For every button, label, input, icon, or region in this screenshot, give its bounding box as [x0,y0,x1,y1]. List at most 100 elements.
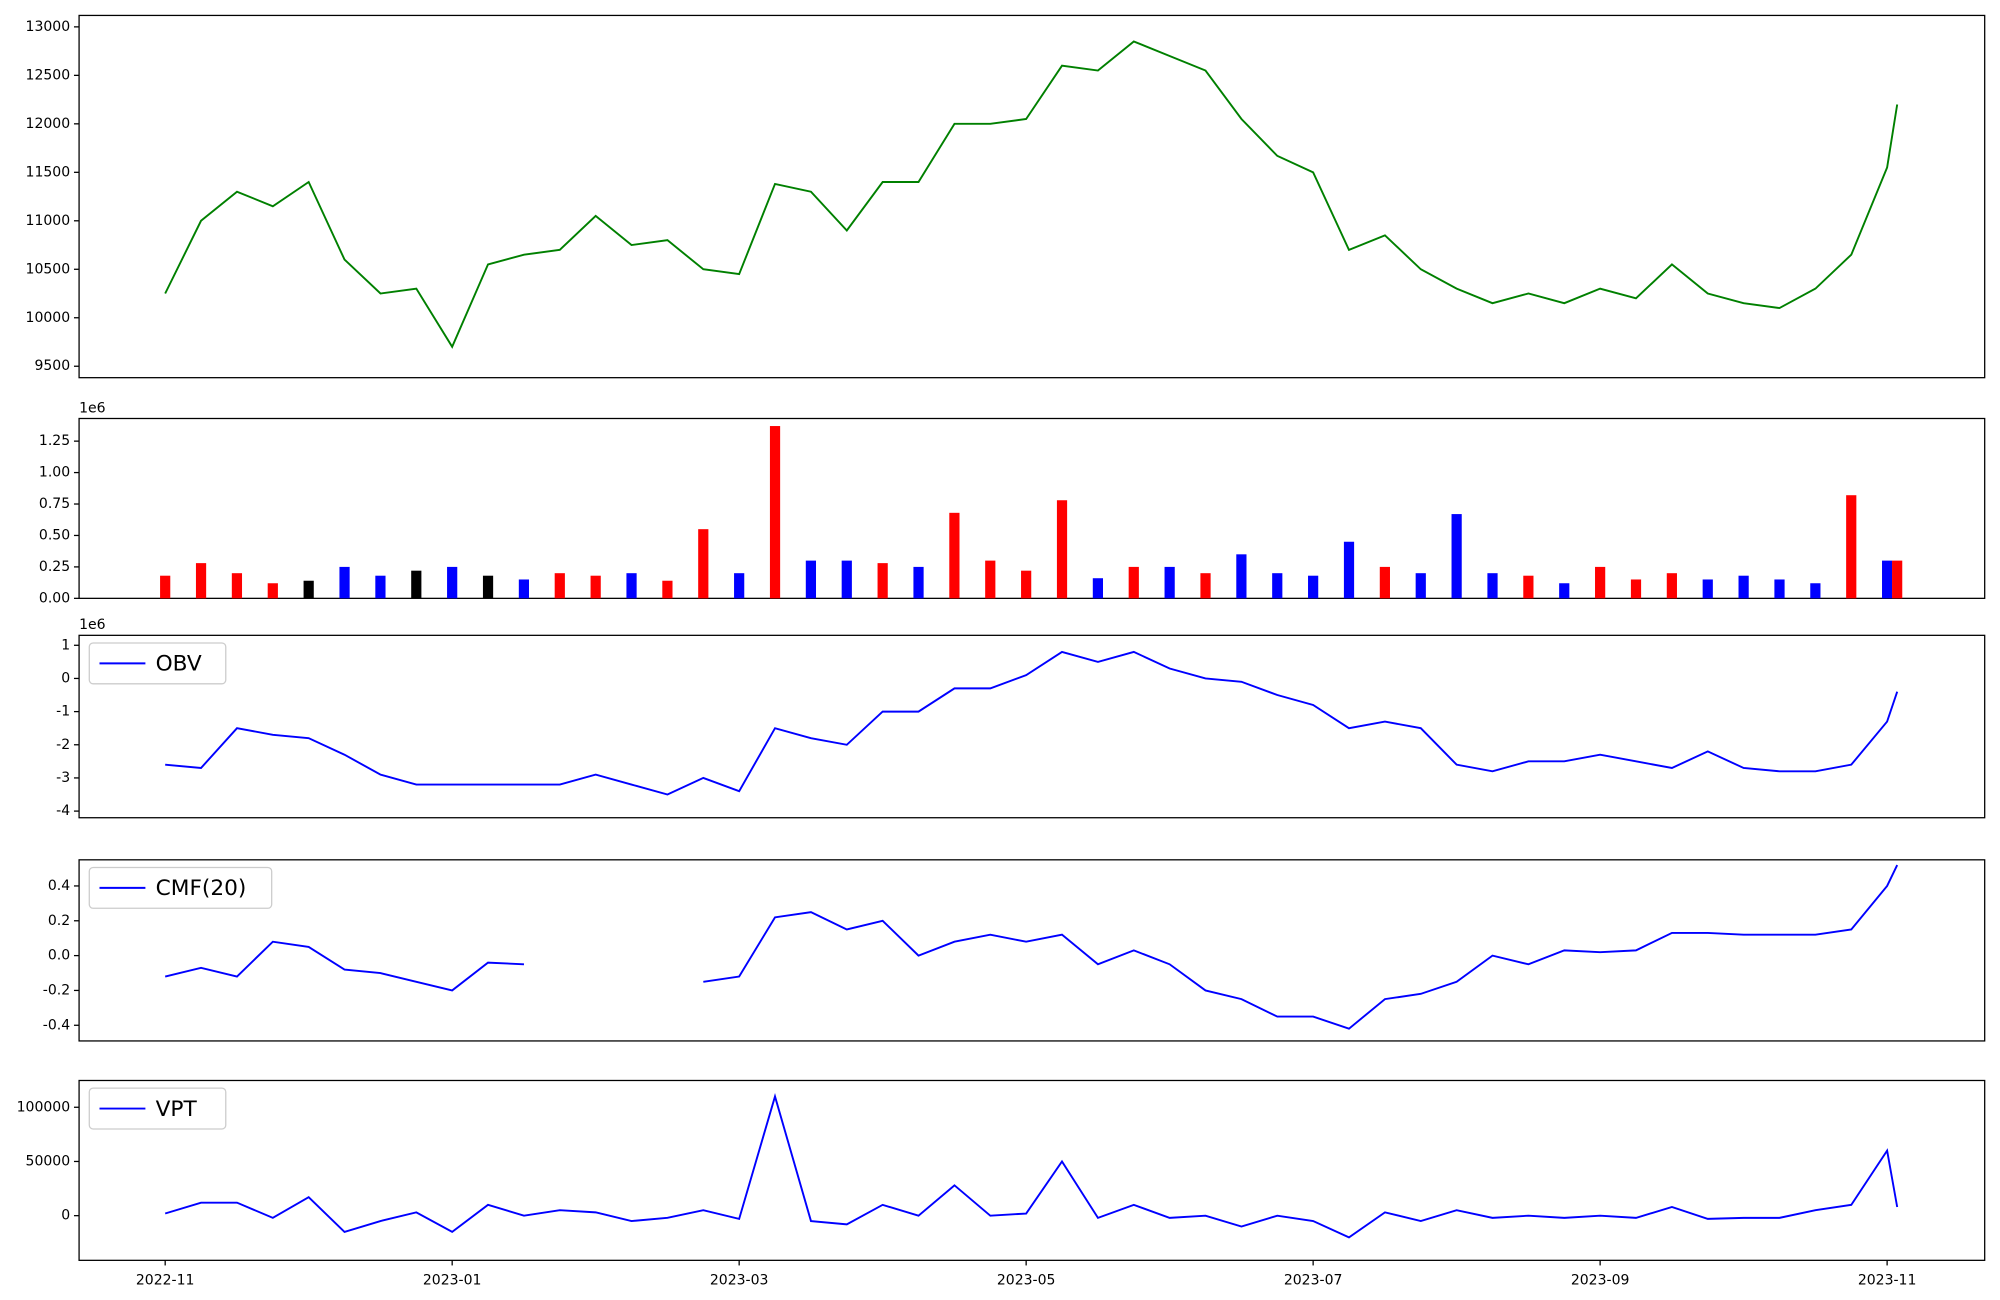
bar [554,573,565,599]
y-tick-label: 0 [61,1208,70,1224]
bar [805,560,817,599]
bar [734,573,745,599]
y-tick-label: -0.4 [43,1017,70,1033]
y-tick-label: 0.25 [39,559,70,575]
bar [1415,573,1426,599]
bar [1559,583,1570,599]
bar [411,570,422,599]
plot-frame [78,14,1986,379]
y-tick-label: -2 [56,737,70,753]
bar [1092,578,1103,599]
y-tick-label: -1 [56,704,70,720]
line [164,864,1899,1030]
x-tick-label: 2023-03 [710,1273,769,1289]
y-tick-label: 0.75 [39,496,70,512]
bar [1630,579,1642,599]
plot-frame [78,859,1986,1042]
bar [1056,500,1068,599]
y-tick-label: 0.0 [48,948,70,964]
x-tick-label: 2023-05 [997,1273,1056,1289]
bar [1738,575,1749,599]
bar [662,580,673,599]
bar [1379,566,1390,599]
bar [985,560,996,599]
bar [267,583,278,599]
y-tick-label: 0 [61,670,70,686]
x-tick-label: 2022-11 [136,1273,195,1289]
y-tick-label: 1.25 [39,433,70,449]
y-tick-label: 1.00 [39,465,70,481]
bar [231,573,243,599]
bar [1200,573,1211,599]
bar [769,426,781,599]
bar [1523,575,1534,599]
y-tick-label: 12500 [26,67,71,83]
bar [841,560,852,599]
y-tick-label: 13000 [26,19,71,35]
bar [1810,583,1821,599]
bar [1666,573,1677,599]
y-tick-label: 9500 [34,358,70,374]
y-tick-label: 1 [61,637,70,653]
x-tick-label: 2023-09 [1571,1273,1630,1289]
y-tick-label: -3 [56,770,70,786]
offset-label: 1e6 [79,617,106,633]
bar [877,563,888,599]
bar [160,575,171,599]
y-tick-label: -4 [56,803,70,819]
legend-label: VPT [156,1097,198,1122]
bar [1128,566,1139,599]
y-tick-label: 100000 [17,1099,71,1115]
bar [518,579,530,599]
bar [590,575,601,599]
bar [195,563,207,599]
bar [1343,541,1355,599]
y-tick-label: 0.4 [48,878,70,894]
bar [1774,579,1785,599]
bar [1308,575,1319,599]
bar [1272,573,1283,599]
bar [1595,566,1606,599]
x-tick-label: 2023-01 [423,1273,482,1289]
bar [447,566,458,599]
bar [1021,570,1032,599]
bar [698,529,709,599]
y-tick-label: 50000 [26,1153,71,1169]
y-tick-label: 11500 [26,164,71,180]
bar [949,512,960,599]
line [165,650,1899,796]
bar [1882,560,1893,599]
legend-box [88,642,227,685]
bar [375,575,386,599]
offset-label: 1e6 [79,400,106,416]
bar [303,580,314,599]
y-tick-label: 12000 [26,116,71,132]
bar [1702,579,1713,599]
legend-label: CMF(20) [156,876,247,901]
line [164,1093,1899,1239]
bar [482,575,494,599]
bar [1236,554,1247,599]
plot-frame [78,417,1986,599]
y-tick-label: 10500 [26,261,71,277]
y-tick-label: 0.50 [39,527,70,543]
y-tick-label: 0.00 [39,590,70,606]
bar [339,566,350,599]
bar [1164,566,1175,599]
x-tick-label: 2023-07 [1284,1273,1343,1289]
y-tick-label: 11000 [26,213,71,229]
legend-box [88,1087,227,1130]
y-tick-label: 0.2 [48,913,70,929]
bar [626,573,637,599]
y-tick-label: 10000 [26,310,71,326]
line [164,40,1899,349]
legend-label: OBV [156,652,202,677]
legend-box [88,866,273,909]
plot-frame [78,1079,1986,1261]
bar [913,566,924,599]
bar [1451,514,1462,599]
x-tick-label: 2023-11 [1858,1273,1917,1289]
y-tick-label: -0.2 [43,982,70,998]
bar [1487,573,1498,599]
plot-frame [78,634,1986,819]
